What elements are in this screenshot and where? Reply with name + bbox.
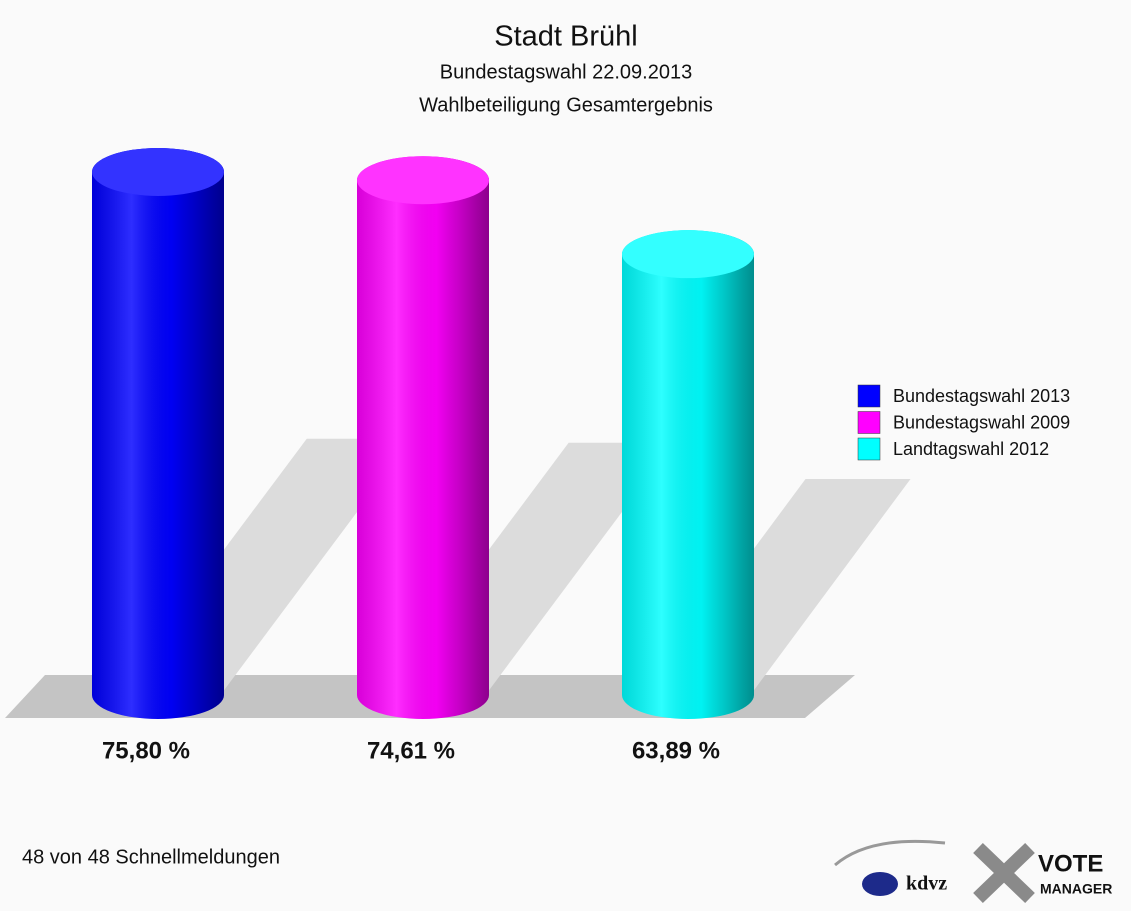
bar-top-highlight bbox=[357, 156, 489, 205]
value-label: 75,80 % bbox=[102, 737, 190, 764]
value-label: 63,89 % bbox=[632, 737, 720, 764]
footnote: 48 von 48 Schnellmeldungen bbox=[22, 846, 280, 868]
chart-subtitle: Bundestagswahl 22.09.2013 bbox=[440, 61, 692, 83]
bars bbox=[92, 147, 754, 720]
bar-top-highlight bbox=[622, 230, 754, 279]
logo-ball bbox=[862, 872, 898, 896]
bar-shading bbox=[622, 230, 754, 719]
value-label: 74,61 % bbox=[367, 737, 455, 764]
logo-text: MANAGER bbox=[1040, 881, 1112, 897]
legend-swatch bbox=[857, 437, 881, 461]
bar-top bbox=[357, 156, 489, 205]
bar-shading bbox=[92, 147, 224, 720]
legend-swatch bbox=[857, 411, 881, 434]
bar-top bbox=[92, 147, 224, 196]
bar-top bbox=[622, 230, 754, 279]
chart-subtitle: Wahlbeteiligung Gesamtergebnis bbox=[419, 94, 713, 116]
logo-text: VOTE bbox=[1038, 850, 1103, 877]
logo-swoosh bbox=[834, 839, 946, 867]
legend-swatch bbox=[857, 384, 881, 408]
bar-shading bbox=[357, 156, 489, 719]
logo-cross bbox=[973, 842, 1035, 904]
chart-title: Stadt Brühl bbox=[494, 21, 637, 53]
bar-top-highlight bbox=[92, 147, 224, 196]
legend-label: Landtagswahl 2012 bbox=[893, 439, 1049, 459]
legend-label: Bundestagswahl 2013 bbox=[893, 386, 1070, 406]
legend-label: Bundestagswahl 2009 bbox=[893, 412, 1070, 432]
logo: kdvz VOTE MANAGER bbox=[834, 839, 1112, 904]
logo-text: kdvz bbox=[906, 873, 947, 895]
